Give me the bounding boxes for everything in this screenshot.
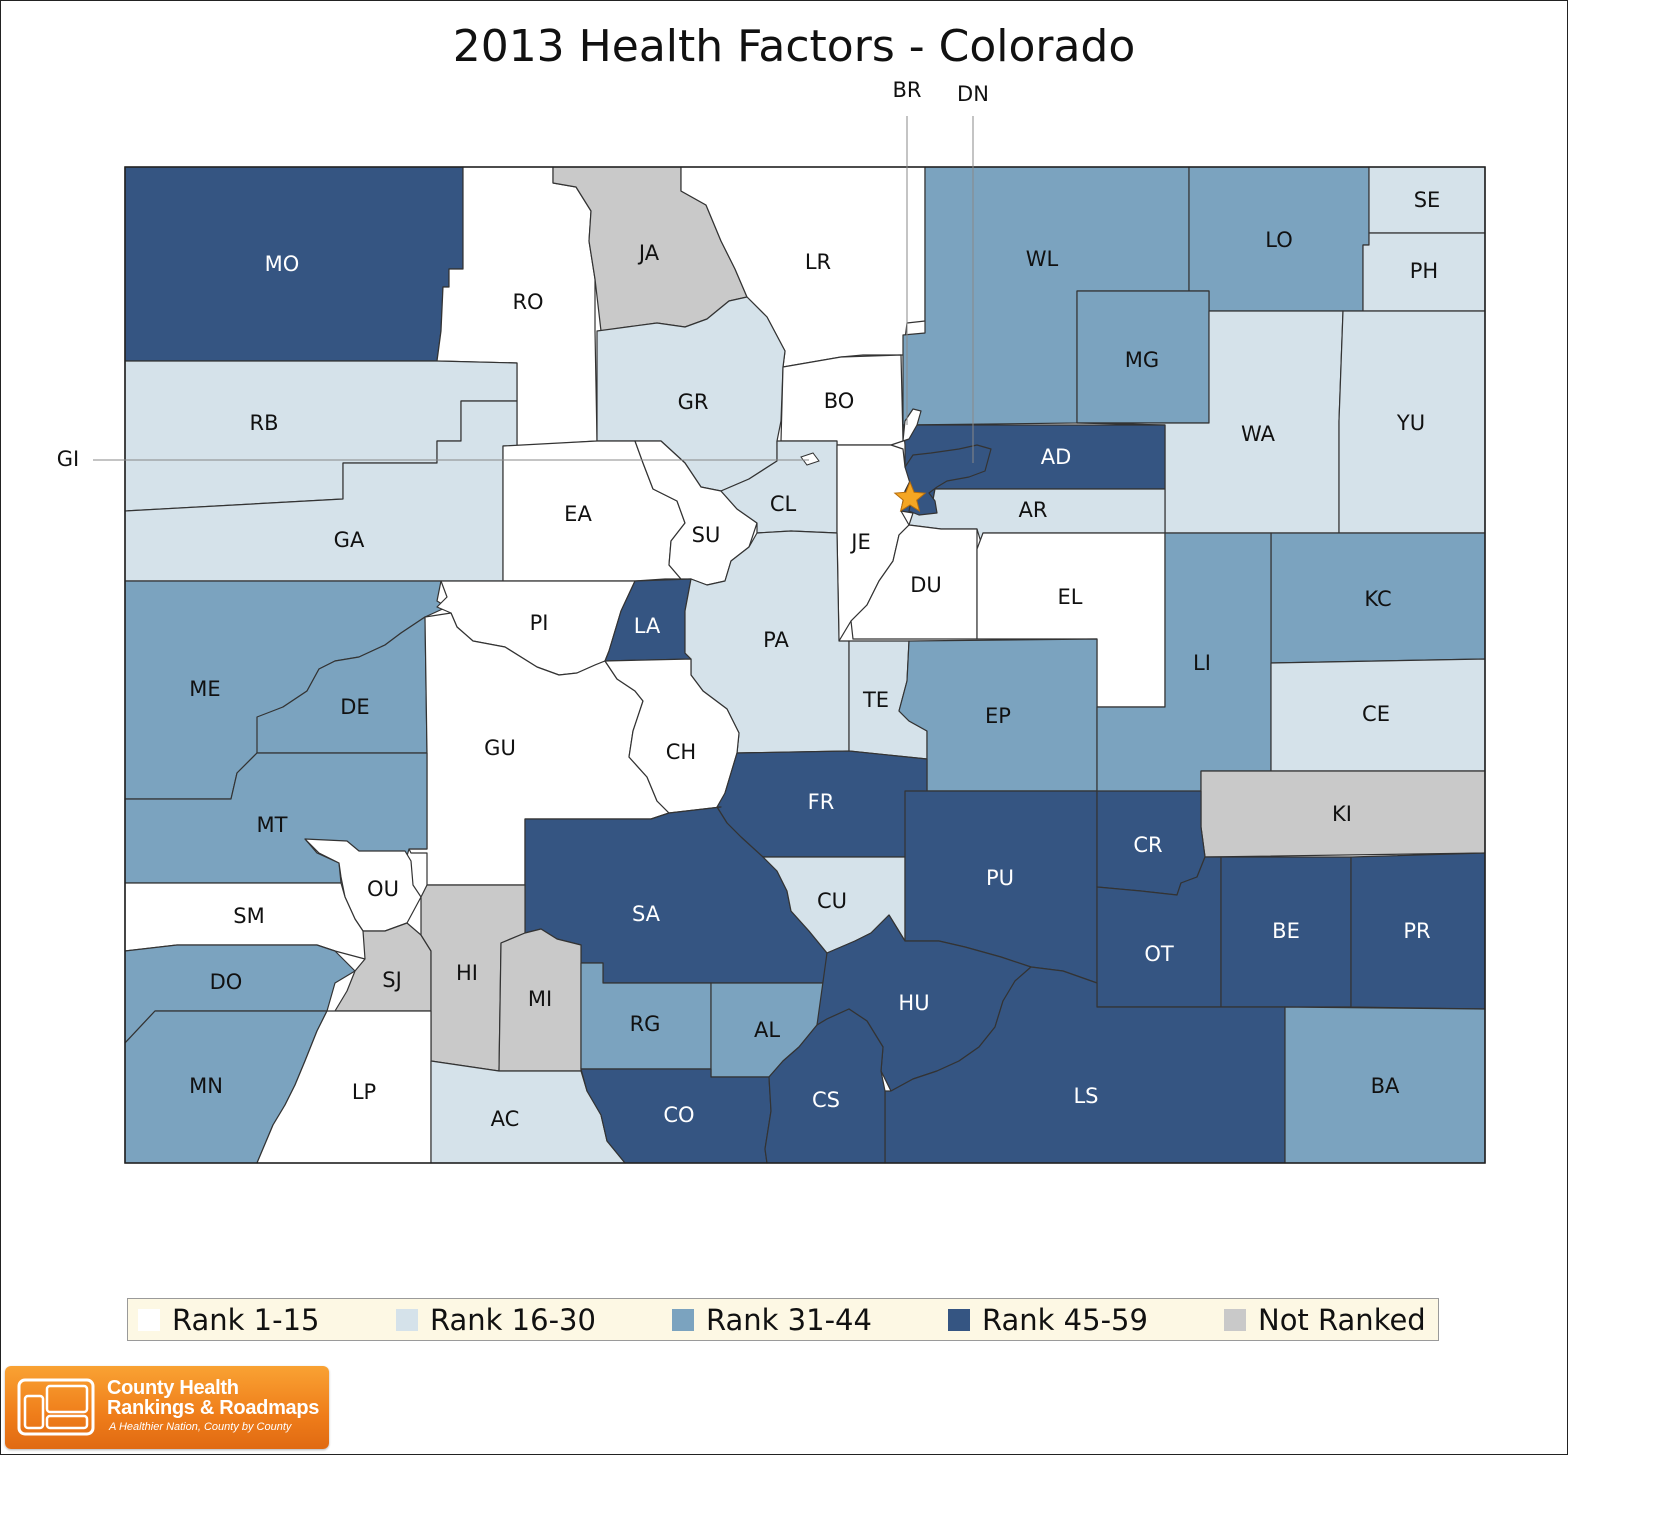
legend-swatch <box>948 1308 970 1331</box>
legend-item-rank-16-30: Rank 16-30 <box>386 1303 662 1337</box>
county-label-YU: YU <box>1396 411 1425 435</box>
county-label-SE: SE <box>1414 188 1441 212</box>
county-label-CS: CS <box>812 1088 840 1112</box>
callout-label-br: BR <box>893 78 922 102</box>
county-label-GU: GU <box>484 736 516 760</box>
county-label-HU: HU <box>898 991 929 1015</box>
county-label-BO: BO <box>824 389 855 413</box>
county-label-CE: CE <box>1362 702 1390 726</box>
logo-tagline: A Healthier Nation, County by County <box>109 1421 292 1433</box>
county-label-SA: SA <box>632 902 661 926</box>
county-label-SM: SM <box>233 904 264 928</box>
county-label-MN: MN <box>189 1074 223 1098</box>
county-label-KC: KC <box>1364 587 1391 611</box>
county-label-WA: WA <box>1241 422 1276 446</box>
legend-item-rank-31-44: Rank 31-44 <box>662 1303 938 1337</box>
legend-item-not-ranked: Not Ranked <box>1214 1303 1434 1337</box>
logo-line2: Rankings & Roadmaps <box>107 1397 320 1419</box>
county-label-WL: WL <box>1026 247 1059 271</box>
county-label-PR: PR <box>1403 919 1430 943</box>
county-CS[interactable] <box>764 1008 886 1164</box>
county-label-BE: BE <box>1272 919 1300 943</box>
county-label-GA: GA <box>334 528 365 552</box>
map-frame: 2013 Health Factors - Colorado <box>0 0 1568 1455</box>
legend-swatch <box>672 1308 694 1331</box>
county-label-LR: LR <box>805 250 831 274</box>
county-label-RB: RB <box>250 411 279 435</box>
county-label-LP: LP <box>352 1080 376 1104</box>
county-label-RG: RG <box>630 1012 661 1036</box>
callout-label-gi: GI <box>57 447 79 471</box>
map-title: 2013 Health Factors - Colorado <box>453 21 1136 72</box>
county-label-PA: PA <box>763 628 789 652</box>
county-label-MI: MI <box>528 987 552 1011</box>
county-label-CH: CH <box>666 740 696 764</box>
county-label-ME: ME <box>189 677 220 701</box>
callout-label-dn: DN <box>957 82 989 106</box>
county-GI-area[interactable] <box>800 452 820 466</box>
county-label-BA: BA <box>1371 1074 1400 1098</box>
county-label-CL: CL <box>770 492 797 516</box>
legend-item-rank-45-59: Rank 45-59 <box>938 1303 1214 1337</box>
county-health-rankings-logo[interactable]: County Health Rankings & Roadmaps A Heal… <box>5 1366 329 1449</box>
county-label-MO: MO <box>265 252 300 276</box>
county-label-RO: RO <box>512 290 543 314</box>
county-label-LA: LA <box>634 614 661 638</box>
county-label-PU: PU <box>986 866 1014 890</box>
legend-label: Not Ranked <box>1258 1302 1426 1337</box>
county-LS[interactable] <box>884 966 1286 1164</box>
county-label-AD: AD <box>1041 445 1072 469</box>
logo-line1: County Health <box>107 1377 239 1399</box>
county-label-SU: SU <box>692 523 721 547</box>
county-label-AR: AR <box>1019 498 1048 522</box>
colorado-map: 2013 Health Factors - Colorado <box>57 21 1486 1164</box>
county-label-AL: AL <box>754 1018 780 1042</box>
county-label-SJ: SJ <box>382 968 402 992</box>
county-label-LI: LI <box>1193 651 1211 675</box>
legend-label: Rank 1-15 <box>172 1302 320 1337</box>
county-label-TE: TE <box>862 688 889 712</box>
county-label-DU: DU <box>910 573 942 597</box>
legend-swatch <box>396 1308 418 1331</box>
county-label-EL: EL <box>1058 585 1083 609</box>
county-label-JA: JA <box>637 241 660 265</box>
legend: Rank 1-15 Rank 16-30 Rank 31-44 Rank 45-59 N… <box>127 1298 1439 1341</box>
county-label-DO: DO <box>210 970 243 994</box>
county-label-PI: PI <box>530 611 549 635</box>
county-label-CO: CO <box>663 1103 694 1127</box>
county-label-KI: KI <box>1332 802 1352 826</box>
capital-star-icon <box>893 480 927 512</box>
county-label-OT: OT <box>1144 942 1174 966</box>
legend-swatch <box>138 1308 160 1331</box>
logo-roadmap-icon <box>17 1378 95 1436</box>
county-label-EP: EP <box>985 704 1011 728</box>
county-label-JE: JE <box>849 530 870 554</box>
legend-label: Rank 16-30 <box>430 1302 596 1337</box>
county-label-AC: AC <box>491 1107 520 1131</box>
county-label-LS: LS <box>1073 1084 1098 1108</box>
legend-label: Rank 31-44 <box>706 1302 872 1337</box>
legend-label: Rank 45-59 <box>982 1302 1148 1337</box>
county-label-LO: LO <box>1265 228 1292 252</box>
county-label-FR: FR <box>808 790 835 814</box>
county-label-MG: MG <box>1125 348 1159 372</box>
county-label-CU: CU <box>817 889 847 913</box>
county-label-PH: PH <box>1410 259 1438 283</box>
county-label-GR: GR <box>678 390 709 414</box>
county-DU[interactable] <box>850 524 978 640</box>
county-label-MT: MT <box>257 813 288 837</box>
county-label-OU: OU <box>367 877 399 901</box>
state-outline <box>124 166 1486 1164</box>
county-label-CR: CR <box>1133 833 1162 857</box>
county-label-HI: HI <box>456 961 478 985</box>
county-label-EA: EA <box>564 502 592 526</box>
legend-item-rank-1-15: Rank 1-15 <box>128 1303 386 1337</box>
county-DN[interactable] <box>904 444 992 516</box>
county-label-DE: DE <box>340 695 369 719</box>
county-BR[interactable] <box>902 408 922 442</box>
legend-swatch <box>1224 1308 1246 1331</box>
